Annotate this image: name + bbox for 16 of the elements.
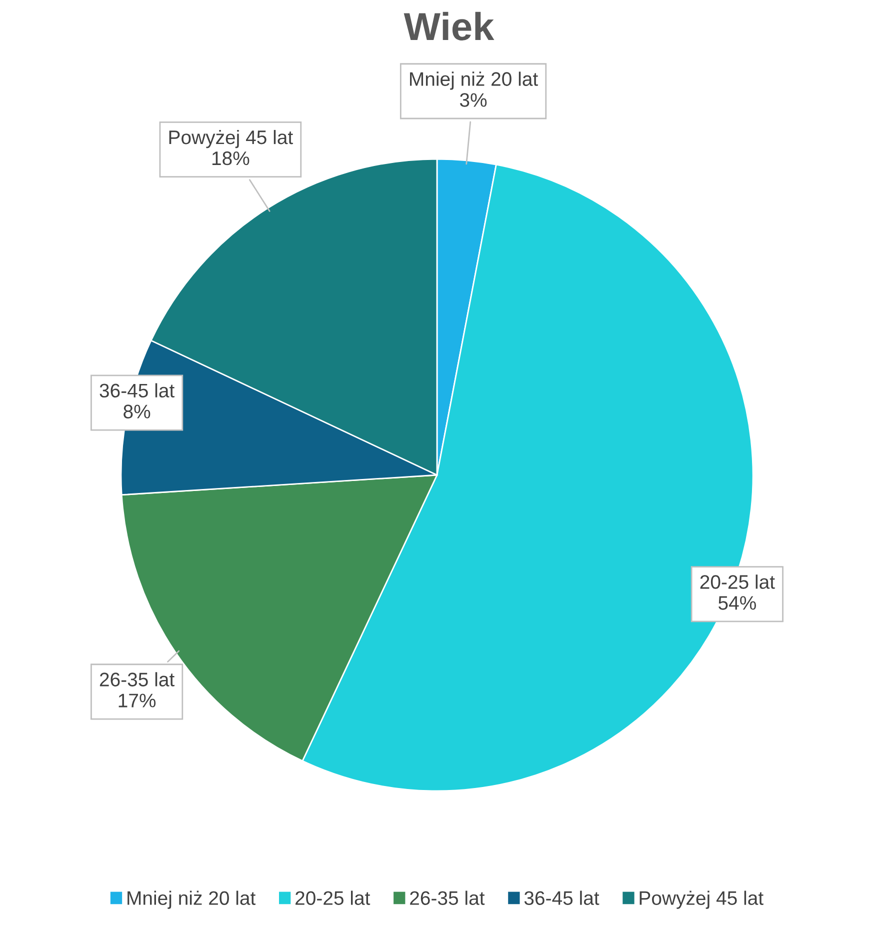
slice-label: 20-25 lat xyxy=(700,574,775,589)
legend-label: Powyżej 45 lat xyxy=(640,890,764,909)
slice-label: Powyżej 45 lat xyxy=(169,130,293,148)
legend-label: Mniej niż 20 lat xyxy=(128,890,256,909)
data-label: 3% xyxy=(460,93,487,107)
legend-label: 20-25 lat xyxy=(296,890,370,905)
data-label: 17% xyxy=(118,694,156,708)
slice-label: 26-35 lat xyxy=(100,672,174,686)
data-label: 54% xyxy=(718,596,756,610)
data-label: 8% xyxy=(124,404,150,418)
slice-label: 36-45 lat xyxy=(100,383,174,398)
legend-label: 36-45 lat xyxy=(524,890,600,905)
chart-title: Wiek xyxy=(404,12,494,40)
slice-label: Mniej niż 20 lat xyxy=(410,72,538,90)
data-label: 18% xyxy=(212,151,250,166)
legend-label: 26-35 lat xyxy=(410,890,485,905)
